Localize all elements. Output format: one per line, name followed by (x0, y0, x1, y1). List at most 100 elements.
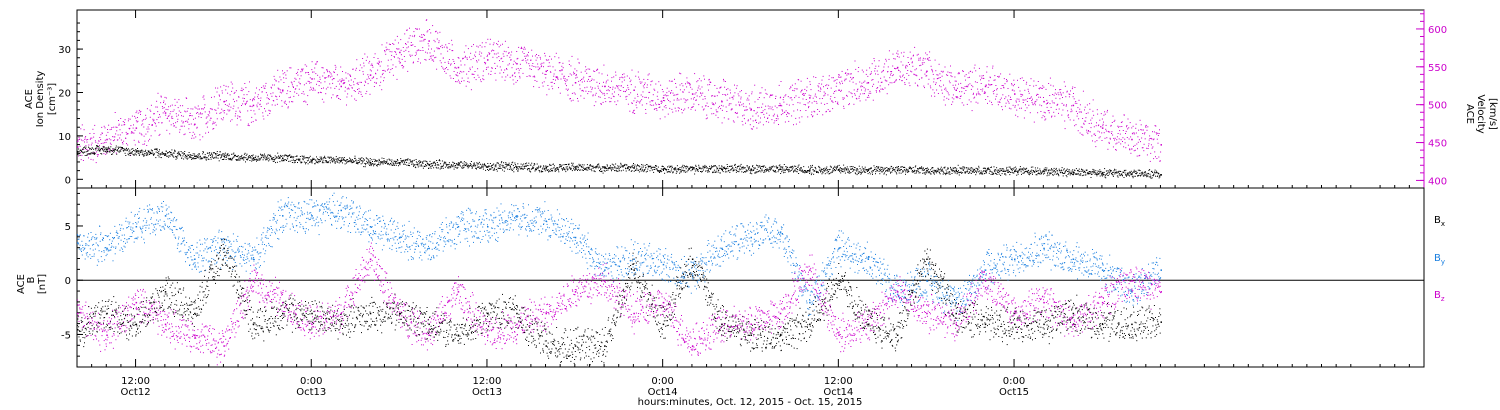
velocity-point (89, 149, 91, 151)
density-point (412, 163, 414, 165)
velocity-point (300, 75, 302, 77)
velocity-point (1130, 136, 1132, 138)
velocity-point (222, 110, 224, 112)
velocity-point (1133, 150, 1135, 152)
velocity-point (199, 139, 201, 141)
velocity-point (207, 114, 209, 116)
velocity-point (825, 110, 827, 112)
velocity-point (651, 104, 653, 106)
velocity-point (529, 75, 531, 77)
density-point (710, 167, 712, 169)
density-point (405, 160, 407, 162)
density-point (560, 165, 562, 167)
velocity-point (363, 62, 365, 64)
velocity-point (668, 80, 670, 82)
velocity-point (355, 67, 357, 69)
density-point (299, 158, 301, 160)
velocity-point (264, 108, 265, 110)
density-point (118, 148, 119, 150)
velocity-point (977, 102, 979, 104)
velocity-point (380, 81, 382, 83)
density-point (497, 162, 499, 164)
velocity-point (1003, 78, 1005, 80)
velocity-point (582, 89, 584, 91)
density-point (594, 166, 596, 168)
velocity-point (1031, 100, 1033, 101)
density-point (425, 164, 427, 165)
velocity-point (195, 136, 197, 138)
velocity-point (320, 91, 321, 93)
velocity-point (360, 93, 362, 95)
velocity-point (996, 88, 998, 90)
velocity-point (973, 92, 974, 94)
velocity-point (743, 105, 745, 107)
density-point (243, 159, 245, 161)
density-point (250, 155, 252, 157)
velocity-point (852, 81, 854, 83)
density-point (612, 167, 614, 169)
density-point (116, 153, 118, 155)
velocity-point (791, 99, 793, 101)
velocity-point (995, 98, 996, 100)
density-point (742, 168, 744, 170)
velocity-point (370, 79, 372, 81)
velocity-point (1078, 118, 1080, 120)
velocity-point (301, 93, 303, 94)
density-point (617, 165, 619, 167)
velocity-point (131, 131, 133, 133)
density-point (437, 167, 439, 169)
density-point (369, 164, 371, 166)
velocity-key-point (838, 89, 840, 91)
density-point (316, 160, 318, 162)
density-point (426, 161, 428, 163)
density-point (125, 155, 127, 156)
velocity-point (284, 100, 286, 102)
velocity-point (1043, 111, 1045, 113)
velocity-point (1047, 103, 1048, 104)
velocity-point (679, 84, 681, 86)
velocity-point (130, 132, 132, 134)
density-point (304, 157, 306, 159)
velocity-point (129, 127, 131, 129)
density-point (447, 164, 449, 166)
velocity-point (913, 54, 914, 56)
density-point (200, 155, 201, 157)
velocity-point (563, 77, 565, 79)
velocity-point (1006, 81, 1008, 83)
velocity-point (588, 76, 590, 78)
density-point (338, 162, 340, 164)
velocity-point (1140, 141, 1141, 143)
density-point (336, 161, 338, 163)
velocity-point (484, 61, 485, 63)
velocity-series (77, 19, 1162, 164)
velocity-point (449, 48, 451, 50)
density-point (99, 150, 101, 152)
velocity-point (627, 87, 629, 89)
density-point (312, 157, 314, 159)
velocity-point (381, 74, 383, 76)
velocity-point (370, 70, 372, 72)
velocity-point (635, 75, 637, 77)
velocity-point (1106, 137, 1108, 139)
velocity-point (877, 87, 879, 88)
velocity-point (776, 107, 778, 109)
density-point (474, 164, 476, 166)
density-point (658, 170, 660, 172)
velocity-point (357, 89, 358, 90)
density-point (278, 158, 280, 159)
density-point (458, 163, 460, 164)
velocity-point (1020, 95, 1022, 97)
density-point (512, 165, 514, 167)
density-point (197, 154, 199, 156)
velocity-point (813, 76, 815, 78)
velocity-point (351, 87, 353, 89)
density-point (313, 158, 315, 160)
velocity-point (648, 73, 650, 75)
density-point (374, 163, 376, 165)
velocity-point (319, 78, 321, 80)
velocity-point (361, 81, 362, 83)
density-point (495, 164, 497, 166)
velocity-point (987, 86, 989, 88)
velocity-point (134, 129, 136, 131)
velocity-point (267, 102, 269, 104)
